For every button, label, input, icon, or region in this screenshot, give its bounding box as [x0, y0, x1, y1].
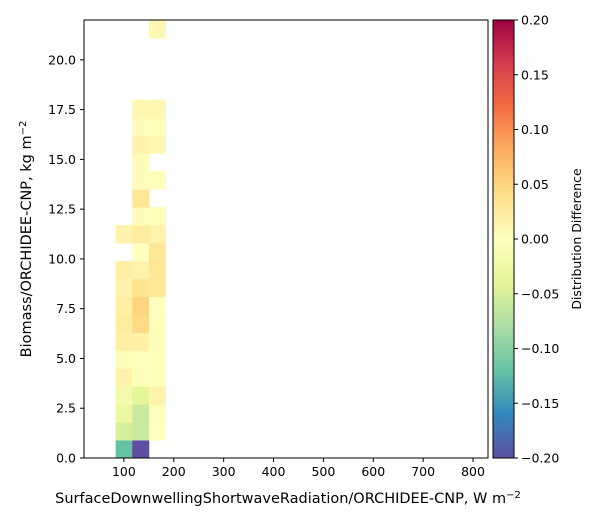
y-tick-label: 2.5 [56, 401, 76, 416]
heatmap-cell [115, 225, 133, 244]
heatmap-cell [148, 278, 166, 298]
heatmap-cell [132, 422, 150, 441]
heatmap-cell [148, 386, 166, 405]
heatmap-cell [132, 242, 150, 262]
y-axis-ticks: 0.0 2.5 5.0 7.5 10.0 12.5 15.0 17.5 20.0 [48, 52, 84, 466]
y-tick-label: 5.0 [56, 351, 76, 366]
heatmap-cell [148, 171, 166, 190]
heatmap-cell [148, 314, 166, 333]
heatmap-cell [132, 296, 150, 316]
y-tick-label: 15.0 [48, 152, 76, 167]
y-axis-label-text: Biomass/ORCHIDEE-CNP, kg m [19, 135, 35, 357]
x-tick-label: 400 [262, 464, 286, 479]
colorbar-gradient [493, 20, 514, 458]
colorbar-tick-label: −0.20 [521, 451, 559, 466]
heatmap-cell [132, 207, 150, 226]
heatmap-cell [148, 207, 166, 226]
x-tick-label: 300 [212, 464, 236, 479]
colorbar-ticks: −0.20 −0.15 −0.10 −0.05 0.00 0.05 0.10 0.15 0.20 [514, 13, 559, 466]
heatmap-cell [115, 386, 133, 405]
heatmap-cell [115, 260, 133, 280]
heatmap-cell [132, 350, 150, 369]
x-tick-label: 100 [112, 464, 136, 479]
heatmap-cell [132, 117, 150, 136]
y-tick-label: 17.5 [48, 102, 76, 117]
heatmap-cell [148, 20, 166, 39]
heatmap-cell [148, 117, 166, 136]
heatmap-cell [148, 404, 166, 423]
x-tick-label: 500 [311, 464, 335, 479]
heatmap-cell [132, 386, 150, 405]
heatmap-cell [148, 422, 166, 441]
heatmap-cell [148, 135, 166, 154]
heatmap-cell [132, 332, 150, 351]
y-tick-label: 0.0 [56, 451, 76, 466]
colorbar-tick-label: 0.00 [521, 232, 549, 247]
y-tick-label: 7.5 [56, 301, 76, 316]
heatmap-cell [132, 260, 150, 280]
plot-frame [83, 19, 489, 459]
heatmap-cell [115, 314, 133, 333]
heatmap-cell [148, 332, 166, 351]
heatmap-cell [115, 368, 133, 387]
x-axis-label-superscript: −2 [506, 490, 521, 501]
colorbar-tick-label: 0.15 [521, 67, 549, 82]
x-axis-label-text: SurfaceDownwellingShortwaveRadiation/ORC… [55, 491, 506, 507]
heatmap-cell [115, 404, 133, 423]
colorbar: −0.20 −0.15 −0.10 −0.05 0.00 0.05 0.10 0.15 0.20… [492, 13, 584, 466]
colorbar-tick-label: −0.10 [521, 341, 559, 356]
heatmap-cell [148, 368, 166, 387]
heatmap-cell [132, 189, 150, 208]
y-tick-label: 10.0 [48, 251, 76, 266]
x-tick-label: 800 [461, 464, 485, 479]
heatmap-cell [132, 440, 150, 459]
heatmap-cell [132, 225, 150, 244]
y-axis-label: Biomass/ORCHIDEE-CNP, kg m−2 [18, 121, 36, 358]
colorbar-tick-label: −0.05 [521, 286, 559, 301]
heatmap-cell [115, 440, 133, 459]
heatmap-cell [115, 332, 133, 351]
x-tick-label: 600 [361, 464, 385, 479]
heatmap-cell [115, 350, 133, 369]
heatmap-cell [115, 422, 133, 441]
colorbar-label: Distribution Difference [569, 168, 584, 310]
heatmap-cell [132, 368, 150, 387]
y-axis-label-superscript: −2 [18, 121, 29, 136]
heatmap-cell [148, 225, 166, 244]
heatmap-cell [115, 278, 133, 298]
heatmap-cell [132, 153, 150, 172]
colorbar-tick-label: −0.15 [521, 396, 559, 411]
x-tick-label: 200 [162, 464, 186, 479]
heatmap-cell [148, 99, 166, 118]
heatmap-cell [148, 260, 166, 280]
heatmap-cell [132, 278, 150, 298]
colorbar-tick-label: 0.10 [521, 122, 549, 137]
heatmap-cells [115, 20, 166, 459]
heatmap-cell [148, 350, 166, 369]
heatmap-cell [132, 135, 150, 154]
heatmap-cell [132, 99, 150, 118]
colorbar-tick-label: 0.05 [521, 177, 549, 192]
x-axis-label: SurfaceDownwellingShortwaveRadiation/ORC… [55, 490, 521, 508]
heatmap-cell [132, 404, 150, 423]
colorbar-tick-label: 0.20 [521, 13, 549, 28]
x-axis-ticks: 100 200 300 400 500 600 700 800 [112, 458, 485, 479]
heatmap-cell [148, 242, 166, 262]
plot-area: 100 200 300 400 500 600 700 800 0.0 2.5 5.0 7.5 10.… [48, 19, 489, 479]
y-tick-label: 20.0 [48, 52, 76, 67]
heatmap-cell [148, 296, 166, 316]
heatmap-cell [132, 171, 150, 190]
x-tick-label: 700 [411, 464, 435, 479]
y-tick-label: 12.5 [48, 202, 76, 217]
heatmap-cell [132, 314, 150, 333]
heatmap-cell [115, 296, 133, 316]
